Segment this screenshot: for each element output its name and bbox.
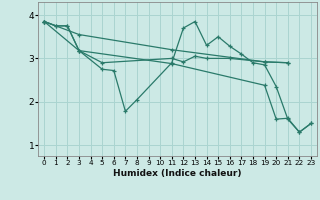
X-axis label: Humidex (Indice chaleur): Humidex (Indice chaleur) <box>113 169 242 178</box>
